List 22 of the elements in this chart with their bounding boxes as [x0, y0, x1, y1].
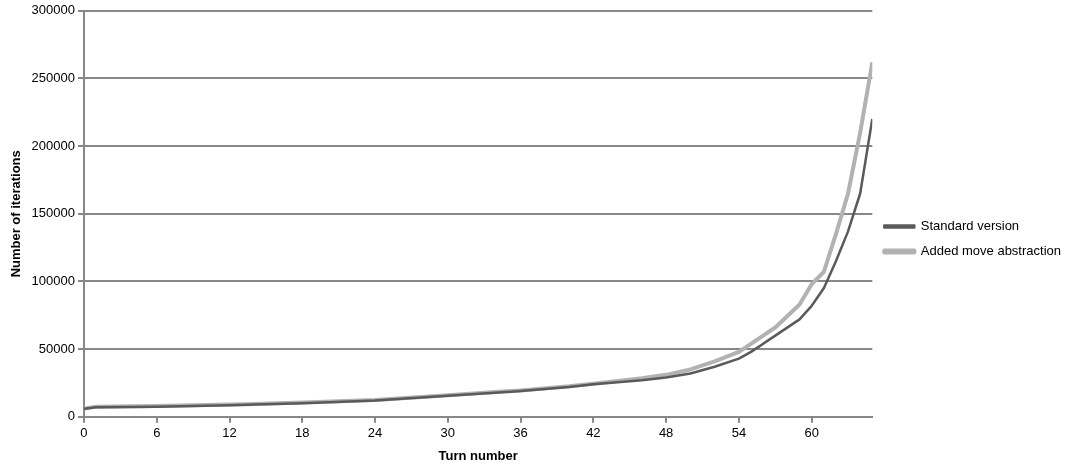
x-axis-title: Turn number	[438, 447, 518, 463]
x-tick-label: 48	[658, 425, 674, 441]
y-tick-label: 100000	[31, 273, 75, 289]
x-tick-label: 54	[731, 425, 747, 441]
x-tick-label: 12	[222, 425, 237, 441]
legend-label: Standard version	[920, 218, 1020, 234]
x-tick-label: 24	[367, 425, 383, 441]
y-axis-title: Number of iterations	[8, 150, 24, 278]
x-tick-label: 18	[295, 425, 310, 441]
x-tick-label: 30	[440, 425, 456, 441]
x-tick-label: 60	[804, 425, 819, 441]
y-tick-label: 250000	[31, 70, 75, 86]
y-tick-label: 150000	[31, 205, 75, 221]
y-tick-label: 200000	[31, 137, 75, 153]
y-tick-label: 300000	[31, 2, 75, 18]
y-tick-label: 0	[67, 408, 75, 424]
x-tick-label: 0	[80, 425, 88, 441]
legend-label: Added move abstraction	[920, 243, 1062, 259]
x-tick-label: 6	[153, 425, 161, 441]
x-tick-label: 36	[513, 425, 528, 441]
x-tick-label: 42	[586, 425, 601, 441]
y-tick-label: 50000	[38, 340, 75, 356]
